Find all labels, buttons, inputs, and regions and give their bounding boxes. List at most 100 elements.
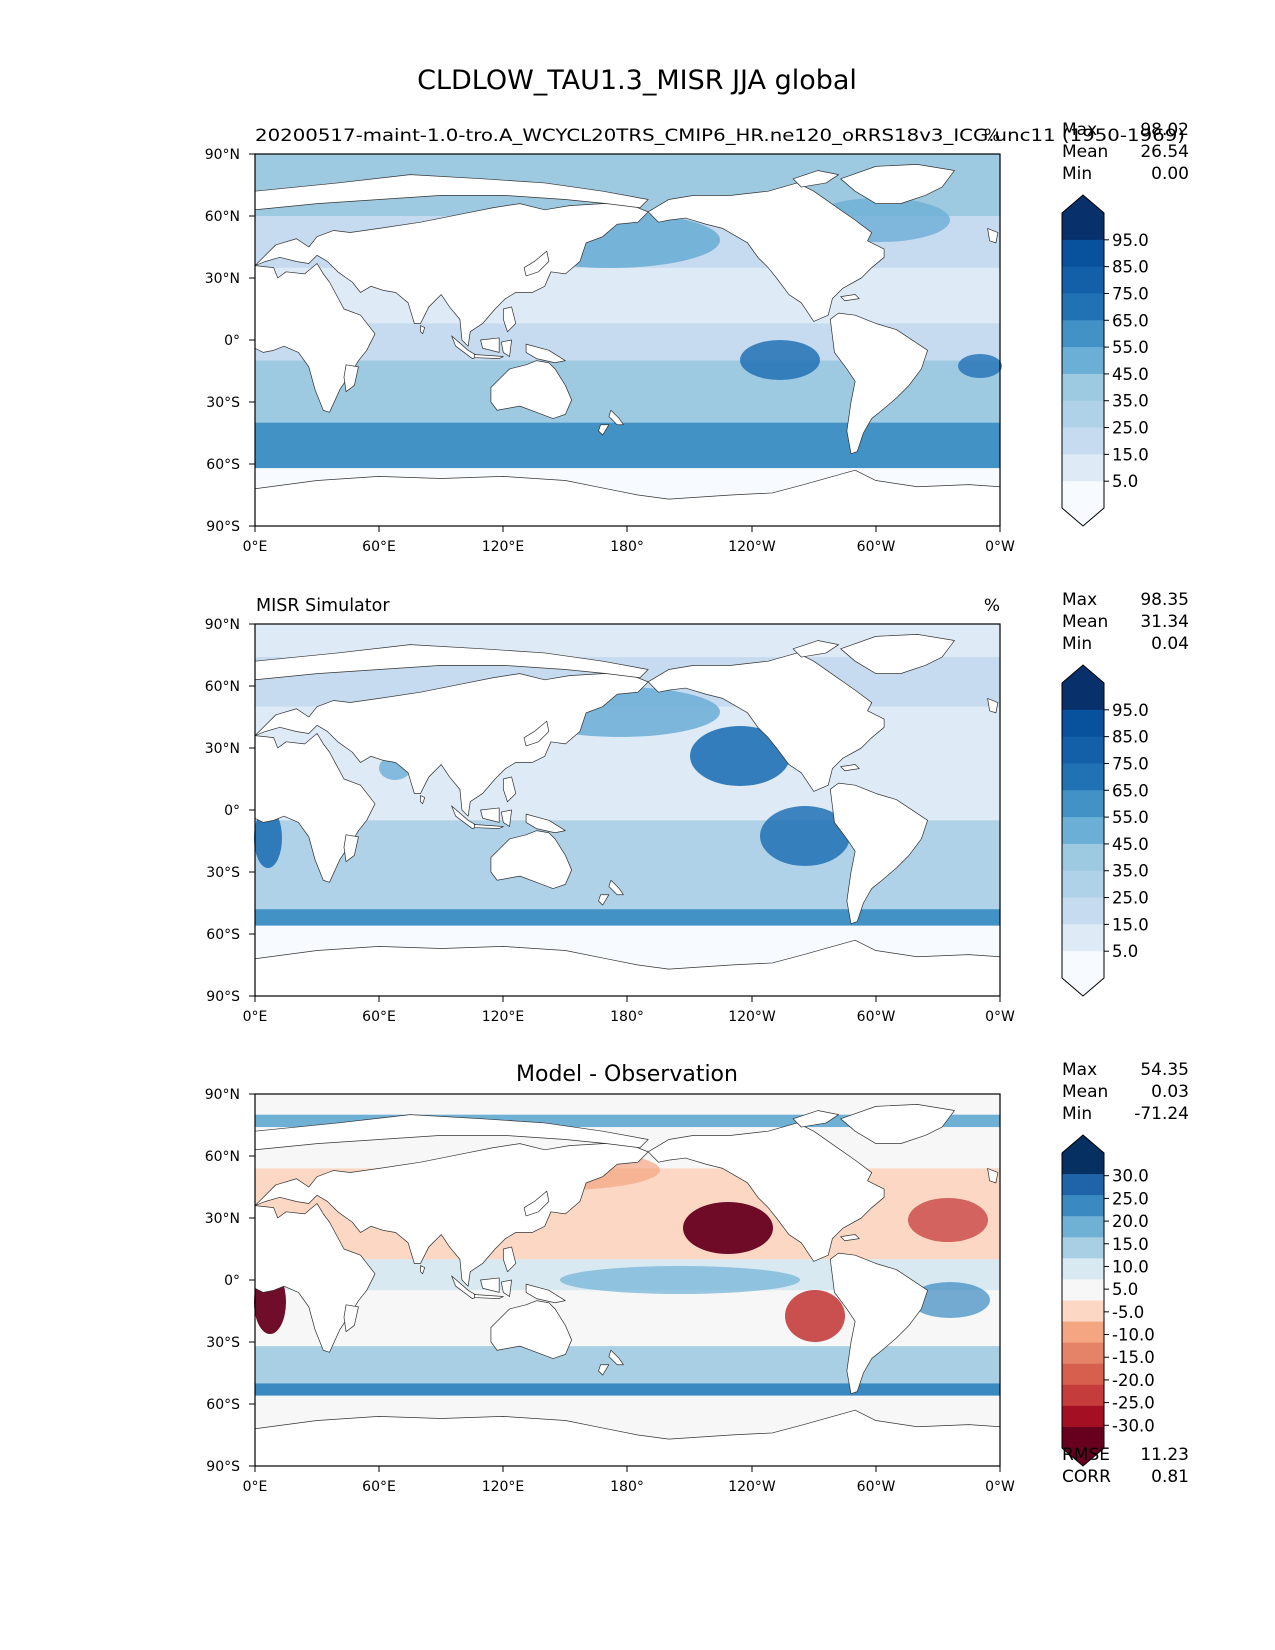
lon-tick: 120°W bbox=[728, 539, 776, 555]
colorbar-segment bbox=[1062, 293, 1104, 321]
colorbar-tick-label: 55.0 bbox=[1112, 338, 1149, 357]
colorbar-segment bbox=[1062, 1153, 1104, 1175]
colorbar-segment bbox=[1062, 897, 1104, 925]
colorbar-segment bbox=[1062, 1321, 1104, 1344]
stat-label: Mean bbox=[1062, 142, 1108, 162]
lat-tick: 60°S bbox=[206, 927, 240, 943]
colorbar-tick-label: 95.0 bbox=[1112, 231, 1149, 250]
lon-tick: 60°W bbox=[857, 1479, 896, 1495]
colorbar-tick-label: 75.0 bbox=[1112, 284, 1149, 303]
lon-tick: 60°E bbox=[362, 1009, 396, 1025]
panel-units: % bbox=[984, 596, 1000, 616]
lon-tick: 60°E bbox=[362, 539, 396, 555]
lon-tick: 180° bbox=[610, 1009, 644, 1025]
colorbar-tick-label: 35.0 bbox=[1112, 392, 1149, 411]
colorbar-extend-bottom bbox=[1062, 1448, 1104, 1466]
colorbar-tick-label: 25.0 bbox=[1112, 1189, 1149, 1208]
colorbar-tick-label: 65.0 bbox=[1112, 311, 1149, 330]
colorbar-tick-label: -20.0 bbox=[1112, 1371, 1155, 1390]
colorbar-segment bbox=[1062, 1258, 1104, 1280]
lat-tick: 30°S bbox=[206, 1335, 240, 1351]
figure-title: CLDLOW_TAU1.3_MISR JJA global bbox=[417, 65, 857, 96]
colorbar-segment bbox=[1062, 1363, 1104, 1386]
lon-tick: 120°W bbox=[728, 1009, 776, 1025]
colorbar-segment bbox=[1062, 1342, 1104, 1365]
colorbar-extend-top bbox=[1062, 665, 1104, 683]
lat-ticks: 90°N 60°N 30°N 0° 30°S 60°S 90°S bbox=[205, 617, 240, 1005]
lon-tick: 60°W bbox=[857, 539, 896, 555]
stat-value: 31.34 bbox=[1140, 612, 1189, 632]
colorbar-extend-bottom bbox=[1062, 508, 1104, 526]
stat-label: Max bbox=[1062, 590, 1097, 610]
lon-ticks: 0°E 60°E 120°E 180° 120°W 60°W 0°W bbox=[243, 539, 1015, 555]
stat-label: Max bbox=[1062, 1060, 1097, 1080]
lat-tick: 60°N bbox=[205, 1149, 240, 1165]
colorbar-segment bbox=[1062, 1174, 1104, 1196]
colorbar-segment bbox=[1062, 239, 1104, 268]
band bbox=[255, 1346, 1000, 1384]
colorbar-segment bbox=[1062, 347, 1104, 375]
colorbar-tick-label: 10.0 bbox=[1112, 1257, 1149, 1276]
lat-tick: 90°N bbox=[205, 147, 240, 163]
panel-test: 90°N 60°N 30°N 0° 30°S 60°S 90°S 0°E 60°… bbox=[205, 120, 1189, 555]
colorbar-tick-label: 5.0 bbox=[1112, 942, 1138, 961]
colorbar-segment bbox=[1062, 843, 1104, 872]
stat-label: Mean bbox=[1062, 612, 1108, 632]
colorbar-tick-label: 85.0 bbox=[1112, 258, 1149, 277]
lat-tick: 90°N bbox=[205, 617, 240, 633]
stats-block: Max 54.35 Mean 0.03 Min -71.24 bbox=[1062, 1060, 1189, 1124]
lat-tick: 30°S bbox=[206, 865, 240, 881]
lat-tick: 0° bbox=[224, 333, 240, 349]
lon-tick: 0°E bbox=[243, 539, 268, 555]
stat-value: -71.24 bbox=[1134, 1104, 1189, 1124]
panel-right-title: 20200517-maint-1.0-tro.A_WCYCL20TRS_CMIP… bbox=[255, 126, 1185, 146]
stat-label: Max bbox=[1062, 120, 1097, 140]
metric-value: 0.81 bbox=[1151, 1467, 1189, 1487]
lon-tick: 0°W bbox=[985, 1479, 1015, 1495]
lat-tick: 90°S bbox=[206, 519, 240, 535]
lat-tick: 60°N bbox=[205, 209, 240, 225]
lon-tick: 60°W bbox=[857, 1009, 896, 1025]
colorbar-segment bbox=[1062, 373, 1104, 402]
metric-label: CORR bbox=[1062, 1467, 1111, 1487]
metrics-block: RMSE 11.23 CORR 0.81 bbox=[1062, 1445, 1189, 1487]
colorbar-segment bbox=[1062, 320, 1104, 348]
colorbar-tick-label: 15.0 bbox=[1112, 445, 1149, 464]
lat-tick: 30°N bbox=[205, 741, 240, 757]
colorbar-segment bbox=[1062, 1195, 1104, 1217]
lat-tick: 30°N bbox=[205, 271, 240, 287]
lon-tick: 0°W bbox=[985, 539, 1015, 555]
colorbar-tick-label: 20.0 bbox=[1112, 1212, 1149, 1231]
lon-ticks: 0°E 60°E 120°E 180° 120°W 60°W 0°W bbox=[243, 1479, 1015, 1495]
stat-label: Min bbox=[1062, 634, 1092, 654]
colorbar-segment bbox=[1062, 1405, 1104, 1428]
panel-reference: 90°N 60°N 30°N 0° 30°S 60°S 90°S 0°E 60°… bbox=[205, 590, 1189, 1025]
colorbar: 30.0 25.0 20.0 15.0 10.0 5.0 -5.0 -10.0 -15.0 -20… bbox=[1061, 1134, 1155, 1467]
stats-block: Max 98.02 Mean 26.54 Min 0.00 bbox=[1062, 120, 1189, 184]
stat-value: 0.00 bbox=[1151, 164, 1189, 184]
colorbar-segment bbox=[1062, 400, 1104, 429]
band bbox=[255, 1383, 1000, 1396]
colorbar-segment bbox=[1062, 1216, 1104, 1238]
colorbar-segment bbox=[1062, 427, 1104, 455]
lon-ticks: 0°E 60°E 120°E 180° 120°W 60°W 0°W bbox=[243, 1009, 1015, 1025]
colorbar-segment bbox=[1062, 709, 1104, 738]
colorbar-tick-label: 15.0 bbox=[1112, 1235, 1149, 1254]
colorbar-tick-label: 5.0 bbox=[1112, 1280, 1138, 1299]
colorbar-segment bbox=[1062, 951, 1104, 979]
lat-tick: 90°S bbox=[206, 989, 240, 1005]
colorbar-outline bbox=[1061, 664, 1105, 997]
stat-label: Min bbox=[1062, 1104, 1092, 1124]
colorbar-tick-label: 85.0 bbox=[1112, 728, 1149, 747]
panel-center-title: Model - Observation bbox=[516, 1062, 738, 1087]
colorbar-tick-label: 65.0 bbox=[1112, 781, 1149, 800]
lon-tick: 120°E bbox=[482, 1479, 525, 1495]
colorbar-outline bbox=[1061, 1134, 1105, 1467]
stats-block: Max 98.35 Mean 31.34 Min 0.04 bbox=[1062, 590, 1189, 654]
band bbox=[255, 909, 1000, 926]
colorbar-segment bbox=[1062, 1279, 1104, 1301]
panel-units: % bbox=[984, 126, 1000, 146]
colorbar-segment bbox=[1062, 1426, 1104, 1449]
colorbar-segment bbox=[1062, 454, 1104, 482]
